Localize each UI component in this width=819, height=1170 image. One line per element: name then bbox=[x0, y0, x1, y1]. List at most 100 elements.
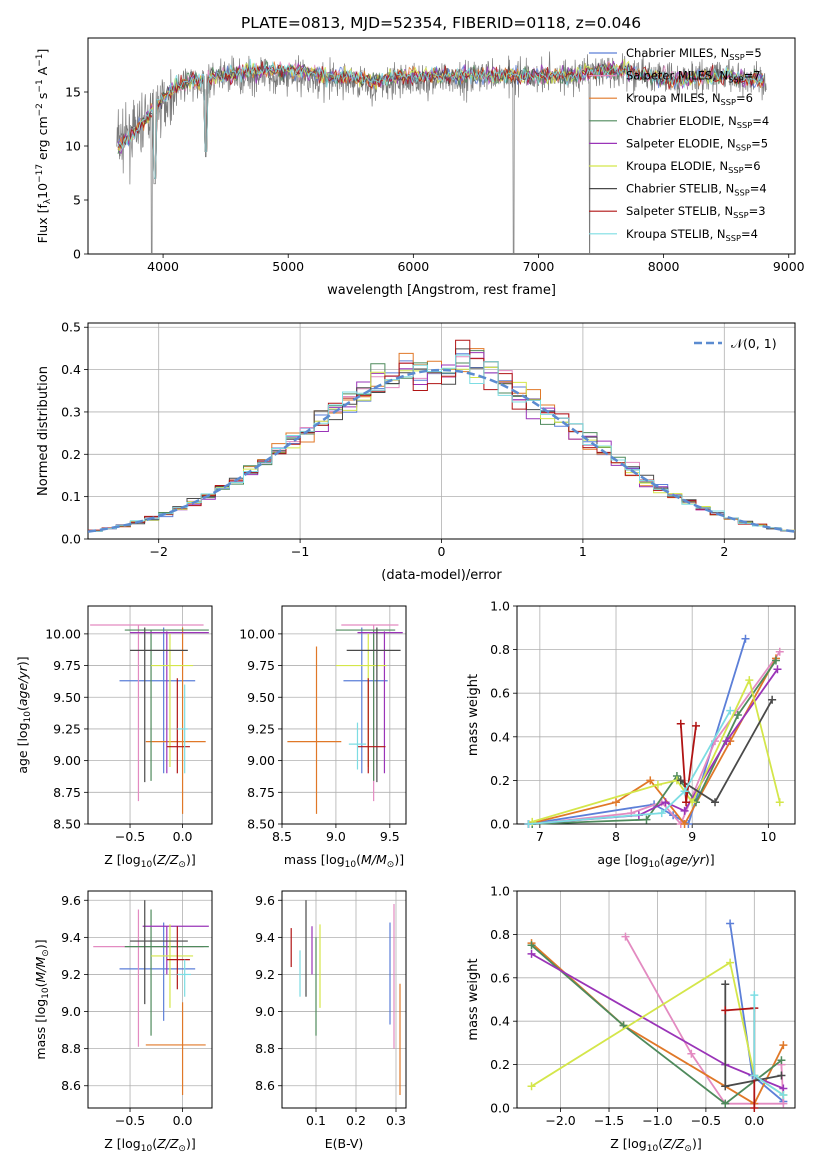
weight-marker bbox=[779, 1090, 788, 1099]
y-tick-label: 5 bbox=[73, 193, 81, 208]
weight-marker bbox=[779, 1099, 788, 1108]
weight-line bbox=[528, 638, 747, 826]
mass-vs-ebv-panel: 0.1 0.2 0.3 8.6 8.8 9.0 9.2 9.4 9.6 E(B-V) bbox=[255, 890, 407, 1151]
legend-entry: Kroupa ELODIE, NSSP=6 bbox=[626, 159, 761, 175]
weight-marker bbox=[527, 949, 536, 958]
y-axis-label: Normed distribution bbox=[36, 366, 51, 496]
weight-marker bbox=[721, 980, 730, 989]
weight-line bbox=[528, 657, 777, 826]
legend-entry: Kroupa STELIB, NSSP=4 bbox=[626, 227, 758, 243]
y-axis-label: mass weight bbox=[466, 674, 481, 756]
weight-marker bbox=[657, 809, 666, 818]
y-tick-label: 9.50 bbox=[247, 690, 275, 705]
spectrum-panel: 4000 5000 6000 7000 8000 9000 0 5 10 15 Chabrier M… bbox=[35, 37, 805, 298]
weight-line bbox=[528, 668, 779, 825]
y-tick-label: 9.2 bbox=[255, 967, 275, 982]
x-tick-label: 9.5 bbox=[380, 829, 400, 844]
x-tick-label: 9000 bbox=[773, 259, 805, 274]
y-tick-label: 15 bbox=[65, 85, 81, 100]
axes: −2 −1 0 1 2 0.0 0.1 0.2 0.3 0.4 0.5 bbox=[61, 320, 795, 559]
weight-marker bbox=[775, 647, 784, 656]
x-axis-label: Z [log10(Z/Z⊙)] bbox=[610, 1136, 701, 1154]
y-tick-label: 0.2 bbox=[61, 447, 81, 462]
y-tick-label: 8.8 bbox=[255, 1041, 275, 1056]
normal-curve bbox=[88, 368, 795, 533]
x-tick-label: 5000 bbox=[272, 259, 304, 274]
y-tick-label: 9.25 bbox=[53, 721, 81, 736]
age-vs-mass-panel: 8.5 9.0 9.5 8.50 8.75 9.00 9.25 9.50 9.75 10.00 ma… bbox=[239, 605, 407, 870]
plot-frame bbox=[516, 605, 796, 825]
weight-marker bbox=[777, 1071, 786, 1080]
y-tick-label: 9.6 bbox=[61, 893, 81, 908]
x-tick-label: −1 bbox=[291, 544, 309, 559]
plot-frame bbox=[281, 890, 407, 1109]
x-tick-label: 0.1 bbox=[306, 1113, 326, 1128]
plot-frame bbox=[87, 605, 213, 825]
y-tick-label: 9.25 bbox=[247, 721, 275, 736]
weight-marker bbox=[741, 634, 750, 643]
weight-marker bbox=[676, 776, 685, 785]
x-tick-label: 8.5 bbox=[272, 829, 292, 844]
x-tick-label: 0 bbox=[438, 544, 446, 559]
y-tick-label: 1.0 bbox=[490, 599, 510, 614]
plot-frame bbox=[87, 37, 796, 255]
y-tick-label: 9.75 bbox=[53, 658, 81, 673]
axes: −0.5 0.0 8.6 8.8 9.0 9.2 9.4 9.6 bbox=[61, 891, 212, 1128]
legend-entry: Chabrier STELIB, NSSP=4 bbox=[626, 182, 767, 198]
y-tick-label: 0.6 bbox=[490, 970, 510, 985]
x-tick-label: 0.0 bbox=[173, 1113, 193, 1128]
y-tick-label: 9.4 bbox=[255, 930, 275, 945]
y-tick-label: 0.6 bbox=[490, 686, 510, 701]
y-tick-label: 0.0 bbox=[61, 532, 81, 547]
weight-marker bbox=[773, 665, 782, 674]
x-tick-label: −1.0 bbox=[642, 1113, 672, 1128]
y-tick-label: 0.4 bbox=[61, 362, 81, 377]
x-tick-label: 2 bbox=[720, 544, 728, 559]
weight-marker bbox=[661, 798, 670, 807]
weight-marker bbox=[680, 820, 689, 828]
y-tick-label: 8.50 bbox=[53, 817, 81, 832]
weight-marker bbox=[721, 1099, 730, 1108]
y-tick-label: 8.6 bbox=[61, 1078, 81, 1093]
x-axis-label: (data-model)/error bbox=[381, 568, 502, 583]
weight-line bbox=[532, 651, 781, 826]
weight-marker bbox=[750, 1104, 759, 1112]
weight-marker bbox=[750, 1071, 759, 1080]
error-bars bbox=[90, 624, 209, 814]
weight-marker bbox=[711, 798, 720, 807]
y-tick-label: 9.0 bbox=[255, 1004, 275, 1019]
y-tick-label: 0.1 bbox=[61, 489, 81, 504]
weight-marker bbox=[733, 711, 742, 719]
y-tick-label: 0 bbox=[73, 247, 81, 262]
weight-marker bbox=[721, 1006, 730, 1015]
mass-weight-vs-age-panel: 7 8 9 10 0.0 0.2 0.4 0.6 0.8 1.0 age [log10(age/yr… bbox=[466, 599, 796, 870]
x-tick-label: 0.0 bbox=[173, 829, 193, 844]
weight-lines bbox=[524, 634, 784, 828]
axes: 0.1 0.2 0.3 8.6 8.8 9.0 9.2 9.4 9.6 bbox=[255, 891, 406, 1128]
plot-frame bbox=[281, 605, 407, 825]
figure-title: PLATE=0813, MJD=52354, FIBERID=0118, z=0… bbox=[241, 14, 641, 32]
mass-weight-vs-metallicity-panel: −2.0 −1.5 −1.0 −0.5 0.0 0.0 0.2 0.4 0.6 0.8 1.0 Z [… bbox=[466, 884, 796, 1154]
weight-marker bbox=[691, 721, 700, 730]
x-axis-label: wavelength [Angstrom, rest frame] bbox=[327, 283, 556, 298]
weight-marker bbox=[726, 958, 735, 967]
x-tick-label: −2.0 bbox=[545, 1113, 575, 1128]
weight-line bbox=[530, 944, 782, 1105]
y-tick-label: 0.2 bbox=[490, 1057, 510, 1072]
spectrum-lines bbox=[116, 51, 767, 254]
y-tick-label: 1.0 bbox=[490, 884, 510, 899]
axes: −2.0 −1.5 −1.0 −0.5 0.0 0.0 0.2 0.4 0.6 0.8 1.0 bbox=[490, 884, 795, 1128]
y-tick-label: 9.00 bbox=[53, 753, 81, 768]
plot-frame bbox=[87, 322, 796, 540]
weight-marker bbox=[676, 719, 685, 728]
weight-marker bbox=[524, 820, 533, 828]
weight-marker bbox=[653, 780, 662, 789]
weight-marker bbox=[750, 991, 759, 1000]
weight-marker bbox=[771, 656, 780, 665]
x-tick-label: 7 bbox=[536, 829, 544, 844]
legend-entry: Salpeter STELIB, NSSP=3 bbox=[626, 204, 766, 220]
weight-marker bbox=[745, 676, 754, 685]
axes: 4000 5000 6000 7000 8000 9000 0 5 10 15 bbox=[65, 85, 805, 275]
axes: 7 8 9 10 0.0 0.2 0.4 0.6 0.8 1.0 bbox=[490, 599, 795, 844]
y-tick-label: 9.6 bbox=[255, 893, 275, 908]
